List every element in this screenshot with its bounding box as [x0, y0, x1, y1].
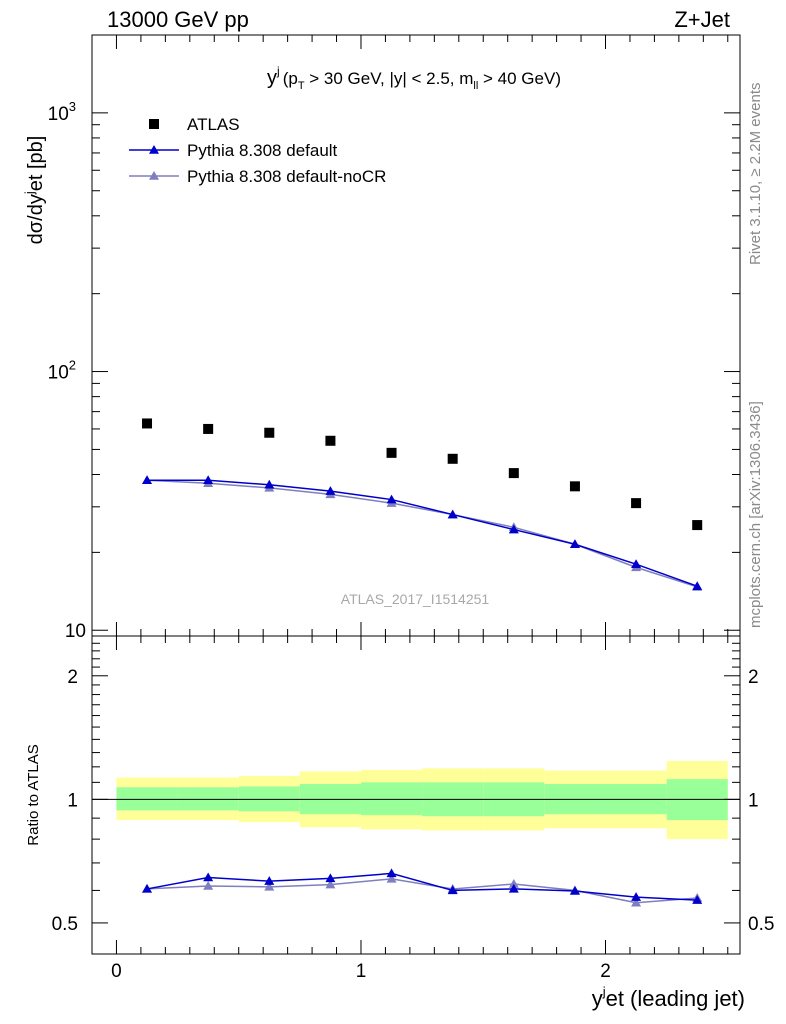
y-tick-label: 10	[65, 621, 86, 642]
uncertainty-band-inner	[360, 782, 423, 816]
ratio-point	[508, 878, 519, 888]
ratio-y-tick-label-right: 0.5	[748, 914, 774, 935]
ratio-panel-frame	[91, 635, 741, 955]
ratio-line	[146, 872, 698, 901]
uncertainty-band-inner	[177, 787, 239, 811]
top-y-axis-label: dσ/dyjet [pb]	[22, 136, 47, 245]
legend-label: ATLAS	[187, 115, 240, 134]
mc-line	[147, 479, 698, 587]
ratio-point	[142, 883, 153, 893]
analysis-watermark: ATLAS_2017_I1514251	[341, 591, 490, 607]
x-tick-label: 2	[600, 961, 611, 982]
mc-point	[386, 494, 397, 504]
mc-point	[203, 475, 214, 485]
data-point	[264, 427, 275, 438]
data-point	[569, 481, 580, 492]
ratio-y-tick-label-right: 1	[748, 790, 759, 811]
axes: 0 1 2 10 102 103 0.5 0.5 1 1 2 2	[48, 34, 774, 982]
legend-marker-mc	[149, 145, 159, 154]
legend-label: Pythia 8.308 default	[187, 141, 338, 160]
ratio-point	[386, 868, 397, 878]
ratio-y-tick-label: 0.5	[52, 914, 78, 935]
y-tick-label: 102	[48, 358, 76, 384]
mc-point	[142, 475, 153, 485]
mc-point	[692, 581, 703, 590]
data-point	[692, 520, 703, 531]
ratio-point	[264, 881, 275, 891]
data-point	[631, 498, 642, 509]
ratio-y-axis-label: Ratio to ATLAS	[25, 744, 42, 845]
ratio-point	[325, 873, 336, 883]
x-axis-label: yjet (leading jet)	[592, 984, 745, 1011]
ratio-point	[692, 895, 703, 904]
header-left: 13000 GeV pp	[107, 7, 249, 32]
legend-marker-mc	[149, 171, 159, 180]
mc-point	[447, 509, 458, 519]
data-point	[142, 418, 153, 429]
rivet-label: Rivet 3.1.10, ≥ 2.2M events	[747, 83, 764, 266]
header-right: Z+Jet	[674, 7, 730, 32]
top-plot-area	[142, 418, 703, 591]
ratio-point	[264, 876, 275, 885]
mc-point	[569, 539, 580, 548]
ratio-y-tick-label-right: 2	[748, 667, 759, 688]
legend-marker-data	[149, 119, 159, 129]
ratio-point	[631, 897, 642, 907]
mc-point	[508, 524, 519, 534]
mc-point	[264, 479, 275, 489]
mc-point	[325, 486, 336, 495]
data-point	[386, 447, 397, 458]
ratio-line	[146, 878, 698, 904]
y-tick-label: 103	[48, 99, 76, 125]
data-point	[203, 423, 214, 434]
mc-point	[631, 559, 642, 568]
ratio-point	[203, 881, 214, 890]
data-point	[447, 453, 458, 464]
x-tick-label: 1	[356, 961, 367, 982]
data-point	[325, 435, 336, 446]
mcplots-label: mcplots.cern.ch [arXiv:1306.3436]	[747, 401, 764, 628]
ratio-point	[203, 872, 214, 882]
legend: ATLAS Pythia 8.308 default Pythia 8.308 de…	[129, 115, 386, 186]
legend-label: Pythia 8.308 default-noCR	[187, 167, 386, 186]
data-point	[508, 468, 519, 479]
uncertainty-band-inner	[116, 787, 178, 811]
ratio-y-tick-label: 1	[67, 790, 78, 811]
mc-line	[146, 479, 698, 588]
ratio-y-tick-label: 2	[67, 667, 78, 688]
ratio-point	[447, 885, 458, 895]
plot-title: yj (pT > 30 GeV, |y| < 2.5, mll > 40 GeV)	[267, 64, 561, 92]
x-tick-label: 0	[111, 961, 122, 982]
ratio-plot-area	[92, 761, 740, 907]
ratio-point	[325, 879, 336, 889]
ratio-point	[631, 892, 642, 901]
ratio-point	[386, 873, 397, 883]
ratio-point	[569, 886, 580, 895]
ratio-point	[508, 883, 519, 893]
